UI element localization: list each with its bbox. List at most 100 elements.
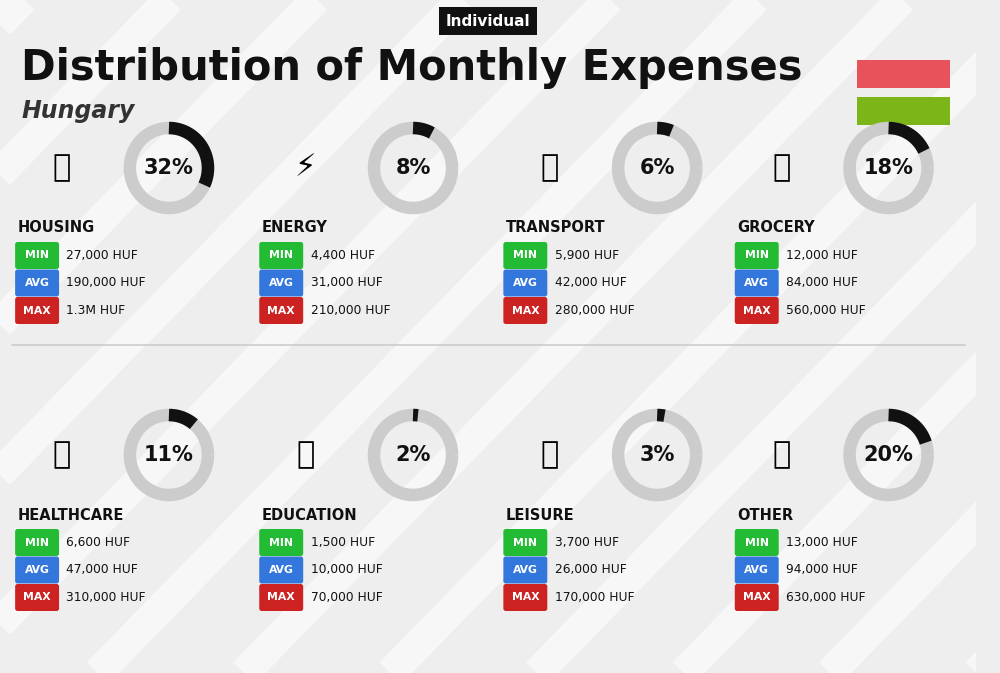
Text: AVG: AVG: [513, 565, 538, 575]
FancyBboxPatch shape: [503, 529, 547, 556]
Text: 32%: 32%: [144, 158, 194, 178]
Text: AVG: AVG: [25, 278, 50, 288]
Text: 🏢: 🏢: [52, 153, 71, 182]
Text: 70,000 HUF: 70,000 HUF: [311, 591, 382, 604]
Text: 47,000 HUF: 47,000 HUF: [66, 563, 138, 577]
Text: 💓: 💓: [52, 441, 71, 470]
FancyBboxPatch shape: [15, 584, 59, 611]
FancyBboxPatch shape: [15, 269, 59, 297]
Text: MIN: MIN: [513, 250, 537, 260]
Text: AVG: AVG: [269, 278, 294, 288]
Text: AVG: AVG: [25, 565, 50, 575]
Text: 27,000 HUF: 27,000 HUF: [66, 249, 138, 262]
FancyBboxPatch shape: [735, 529, 779, 556]
FancyBboxPatch shape: [735, 269, 779, 297]
Text: GROCERY: GROCERY: [737, 221, 815, 236]
FancyBboxPatch shape: [259, 269, 303, 297]
FancyBboxPatch shape: [259, 557, 303, 583]
FancyBboxPatch shape: [503, 242, 547, 269]
Text: 12,000 HUF: 12,000 HUF: [786, 249, 858, 262]
Text: 4,400 HUF: 4,400 HUF: [311, 249, 375, 262]
Text: 94,000 HUF: 94,000 HUF: [786, 563, 858, 577]
FancyBboxPatch shape: [15, 529, 59, 556]
Text: 190,000 HUF: 190,000 HUF: [66, 277, 146, 289]
Text: 10,000 HUF: 10,000 HUF: [311, 563, 382, 577]
Text: MAX: MAX: [743, 592, 771, 602]
Text: 42,000 HUF: 42,000 HUF: [555, 277, 626, 289]
Text: 630,000 HUF: 630,000 HUF: [786, 591, 866, 604]
FancyBboxPatch shape: [15, 242, 59, 269]
Text: 31,000 HUF: 31,000 HUF: [311, 277, 382, 289]
FancyBboxPatch shape: [735, 557, 779, 583]
FancyBboxPatch shape: [735, 242, 779, 269]
Text: EDUCATION: EDUCATION: [262, 507, 357, 522]
Text: 🛒: 🛒: [772, 153, 790, 182]
Text: MAX: MAX: [267, 306, 295, 316]
Text: Distribution of Monthly Expenses: Distribution of Monthly Expenses: [21, 47, 803, 89]
Text: 280,000 HUF: 280,000 HUF: [555, 304, 634, 317]
FancyBboxPatch shape: [259, 242, 303, 269]
Text: 6%: 6%: [639, 158, 675, 178]
Text: HOUSING: HOUSING: [18, 221, 95, 236]
Text: 🚌: 🚌: [541, 153, 559, 182]
Text: Individual: Individual: [446, 13, 531, 28]
Text: 11%: 11%: [144, 445, 194, 465]
Text: 5,900 HUF: 5,900 HUF: [555, 249, 619, 262]
Text: MAX: MAX: [743, 306, 771, 316]
Text: OTHER: OTHER: [737, 507, 793, 522]
Text: 1.3M HUF: 1.3M HUF: [66, 304, 126, 317]
Text: 310,000 HUF: 310,000 HUF: [66, 591, 146, 604]
Text: 560,000 HUF: 560,000 HUF: [786, 304, 866, 317]
Text: MIN: MIN: [25, 250, 49, 260]
Text: 💰: 💰: [772, 441, 790, 470]
FancyBboxPatch shape: [15, 557, 59, 583]
Text: LEISURE: LEISURE: [506, 507, 574, 522]
Text: MIN: MIN: [25, 538, 49, 548]
Text: AVG: AVG: [744, 565, 769, 575]
Text: 210,000 HUF: 210,000 HUF: [311, 304, 390, 317]
Text: 1,500 HUF: 1,500 HUF: [311, 536, 375, 549]
Text: AVG: AVG: [513, 278, 538, 288]
Text: MIN: MIN: [745, 538, 769, 548]
FancyBboxPatch shape: [735, 297, 779, 324]
Text: 13,000 HUF: 13,000 HUF: [786, 536, 858, 549]
Text: MAX: MAX: [267, 592, 295, 602]
Text: 8%: 8%: [395, 158, 431, 178]
Text: 3,700 HUF: 3,700 HUF: [555, 536, 619, 549]
Text: Hungary: Hungary: [21, 99, 135, 123]
Text: AVG: AVG: [269, 565, 294, 575]
Text: 🛍: 🛍: [541, 441, 559, 470]
Text: MIN: MIN: [269, 538, 293, 548]
FancyBboxPatch shape: [503, 297, 547, 324]
FancyBboxPatch shape: [15, 297, 59, 324]
Text: MAX: MAX: [23, 306, 51, 316]
Text: 18%: 18%: [864, 158, 914, 178]
Text: 2%: 2%: [395, 445, 431, 465]
FancyBboxPatch shape: [259, 297, 303, 324]
Text: ENERGY: ENERGY: [262, 221, 328, 236]
Text: ⚡: ⚡: [295, 153, 316, 182]
Text: 26,000 HUF: 26,000 HUF: [555, 563, 626, 577]
Text: 84,000 HUF: 84,000 HUF: [786, 277, 858, 289]
Bar: [857, 97, 950, 125]
Text: MAX: MAX: [512, 592, 539, 602]
FancyBboxPatch shape: [259, 529, 303, 556]
Text: MIN: MIN: [745, 250, 769, 260]
Text: HEALTHCARE: HEALTHCARE: [18, 507, 124, 522]
FancyBboxPatch shape: [503, 557, 547, 583]
FancyBboxPatch shape: [503, 584, 547, 611]
Text: 6,600 HUF: 6,600 HUF: [66, 536, 130, 549]
Text: MAX: MAX: [512, 306, 539, 316]
Text: AVG: AVG: [744, 278, 769, 288]
Bar: [857, 60, 950, 88]
FancyBboxPatch shape: [259, 584, 303, 611]
Text: MIN: MIN: [269, 250, 293, 260]
Text: 3%: 3%: [639, 445, 675, 465]
FancyBboxPatch shape: [735, 584, 779, 611]
Text: 🎓: 🎓: [297, 441, 315, 470]
Text: MIN: MIN: [513, 538, 537, 548]
Text: MAX: MAX: [23, 592, 51, 602]
Text: 170,000 HUF: 170,000 HUF: [555, 591, 634, 604]
Text: 20%: 20%: [864, 445, 914, 465]
FancyBboxPatch shape: [503, 269, 547, 297]
